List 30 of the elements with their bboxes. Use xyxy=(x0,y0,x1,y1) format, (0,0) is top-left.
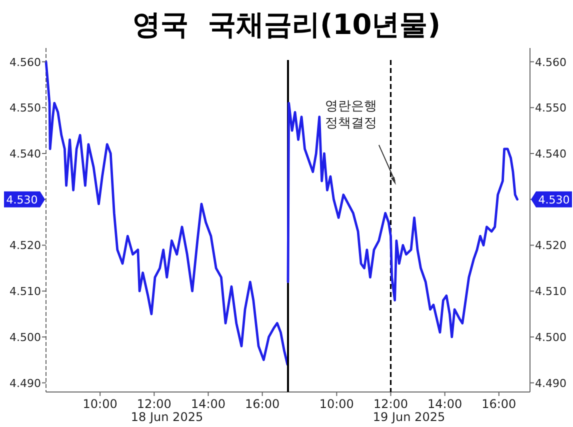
chart-title: 영국 국채금리(10년물) xyxy=(132,8,441,41)
line-series xyxy=(44,60,289,366)
y-tick-label: 4.500 xyxy=(10,330,41,344)
y-tick-label: 4.550 xyxy=(535,102,566,115)
x-tick-label: 10:00 xyxy=(82,397,118,411)
x-tick-label: 12:00 xyxy=(136,397,172,411)
y-tick-label: 4.530 xyxy=(538,193,570,206)
y-tick-label: 4.510 xyxy=(10,285,41,298)
y-tick-label: 4.520 xyxy=(10,239,41,252)
y-tick-label: 4.530 xyxy=(6,193,38,206)
y-tick-label: 4.540 xyxy=(535,147,566,160)
y-tick-label: 4.490 xyxy=(10,376,41,390)
y-tick-label: 4.550 xyxy=(10,102,41,115)
x-axis-title: 18 Jun 2025 xyxy=(130,410,204,424)
x-tick-label: 14:00 xyxy=(428,397,462,411)
x-tick-label: 14:00 xyxy=(190,397,226,411)
y-tick-label: 4.510 xyxy=(535,285,566,298)
x-tick-label: 16:00 xyxy=(245,397,280,411)
y-tick-label: 4.490 xyxy=(535,376,566,390)
y-tick-label: 4.520 xyxy=(535,239,566,252)
annotation: 영란은행 정책결정 xyxy=(324,99,377,131)
y-tick-label: 4.500 xyxy=(535,330,566,344)
x-tick-label: 16:00 xyxy=(482,397,516,411)
line-series xyxy=(286,102,518,338)
y-tick-label: 4.560 xyxy=(535,56,566,69)
y-tick-label: 4.560 xyxy=(10,56,41,69)
y-tick-label: 4.540 xyxy=(10,147,41,160)
x-tick-label: 12:00 xyxy=(373,397,408,411)
x-axis-title: 19 Jun 2025 xyxy=(372,410,446,424)
x-tick-label: 10:00 xyxy=(319,397,354,411)
